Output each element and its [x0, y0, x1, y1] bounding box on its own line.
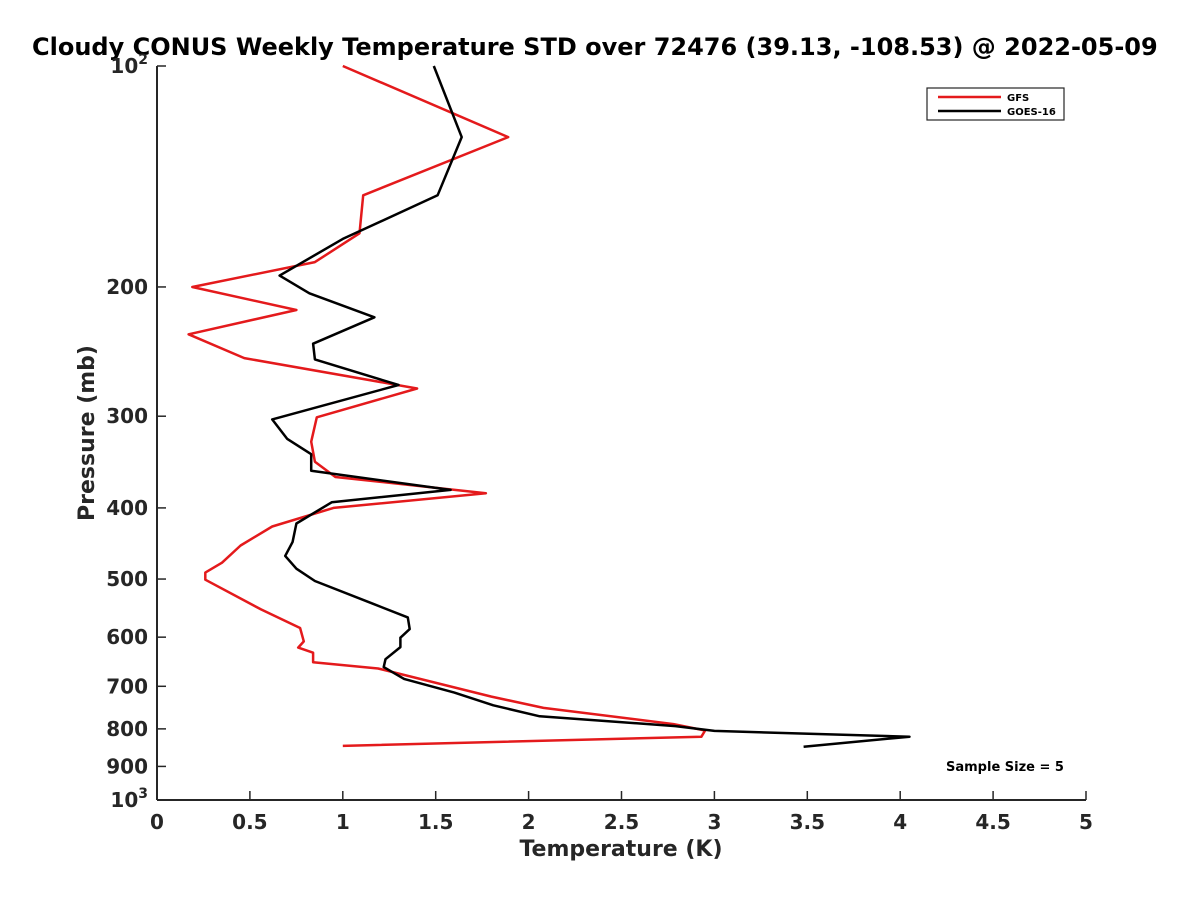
x-tick-label: 1.5 — [418, 810, 453, 834]
axes — [156, 66, 1086, 801]
y-axis-label: Pressure (mb) — [75, 345, 100, 521]
x-ticks: 0 0.5 1 1.5 2 2.5 3 3.5 4 4.5 5 — [150, 791, 1093, 834]
x-tick-label: 3.5 — [790, 810, 825, 834]
y-tick-label: 500 — [106, 567, 148, 591]
y-tick-label: 103 — [110, 786, 148, 812]
x-tick-label: 0.5 — [232, 810, 267, 834]
y-tick-label: 800 — [106, 717, 148, 741]
x-tick-label: 4 — [893, 810, 907, 834]
x-tick-label: 0 — [150, 810, 164, 834]
x-tick-label: 2 — [522, 810, 536, 834]
legend: GFS GOES-16 — [926, 87, 1065, 121]
y-tick-label: 300 — [106, 404, 148, 428]
y-ticks: 102 200 300 400 500 600 700 800 900 103 — [106, 52, 166, 812]
y-tick-label: 600 — [106, 625, 148, 649]
plot-area — [187, 64, 911, 748]
x-tick-label: 2.5 — [604, 810, 639, 834]
x-tick-label: 3 — [707, 810, 721, 834]
series-line-gfs — [187, 64, 707, 748]
chart-title: Cloudy CONUS Weekly Temperature STD over… — [32, 33, 1158, 61]
series-line-goes16 — [270, 65, 911, 748]
legend-label-gfs: GFS — [1007, 93, 1029, 104]
legend-box — [926, 87, 1065, 121]
y-tick-label: 400 — [106, 496, 148, 520]
x-tick-label: 1 — [336, 810, 350, 834]
y-tick-label: 200 — [106, 275, 148, 299]
legend-label-goes16: GOES-16 — [1007, 107, 1056, 118]
sample-size-annotation: Sample Size = 5 — [946, 760, 1064, 775]
y-tick-label: 700 — [106, 674, 148, 698]
x-axis-label: Temperature (K) — [519, 837, 722, 862]
x-tick-label: 4.5 — [975, 810, 1010, 834]
y-tick-label: 900 — [106, 754, 148, 778]
y-tick-label: 102 — [110, 52, 148, 78]
x-tick-label: 5 — [1079, 810, 1093, 834]
